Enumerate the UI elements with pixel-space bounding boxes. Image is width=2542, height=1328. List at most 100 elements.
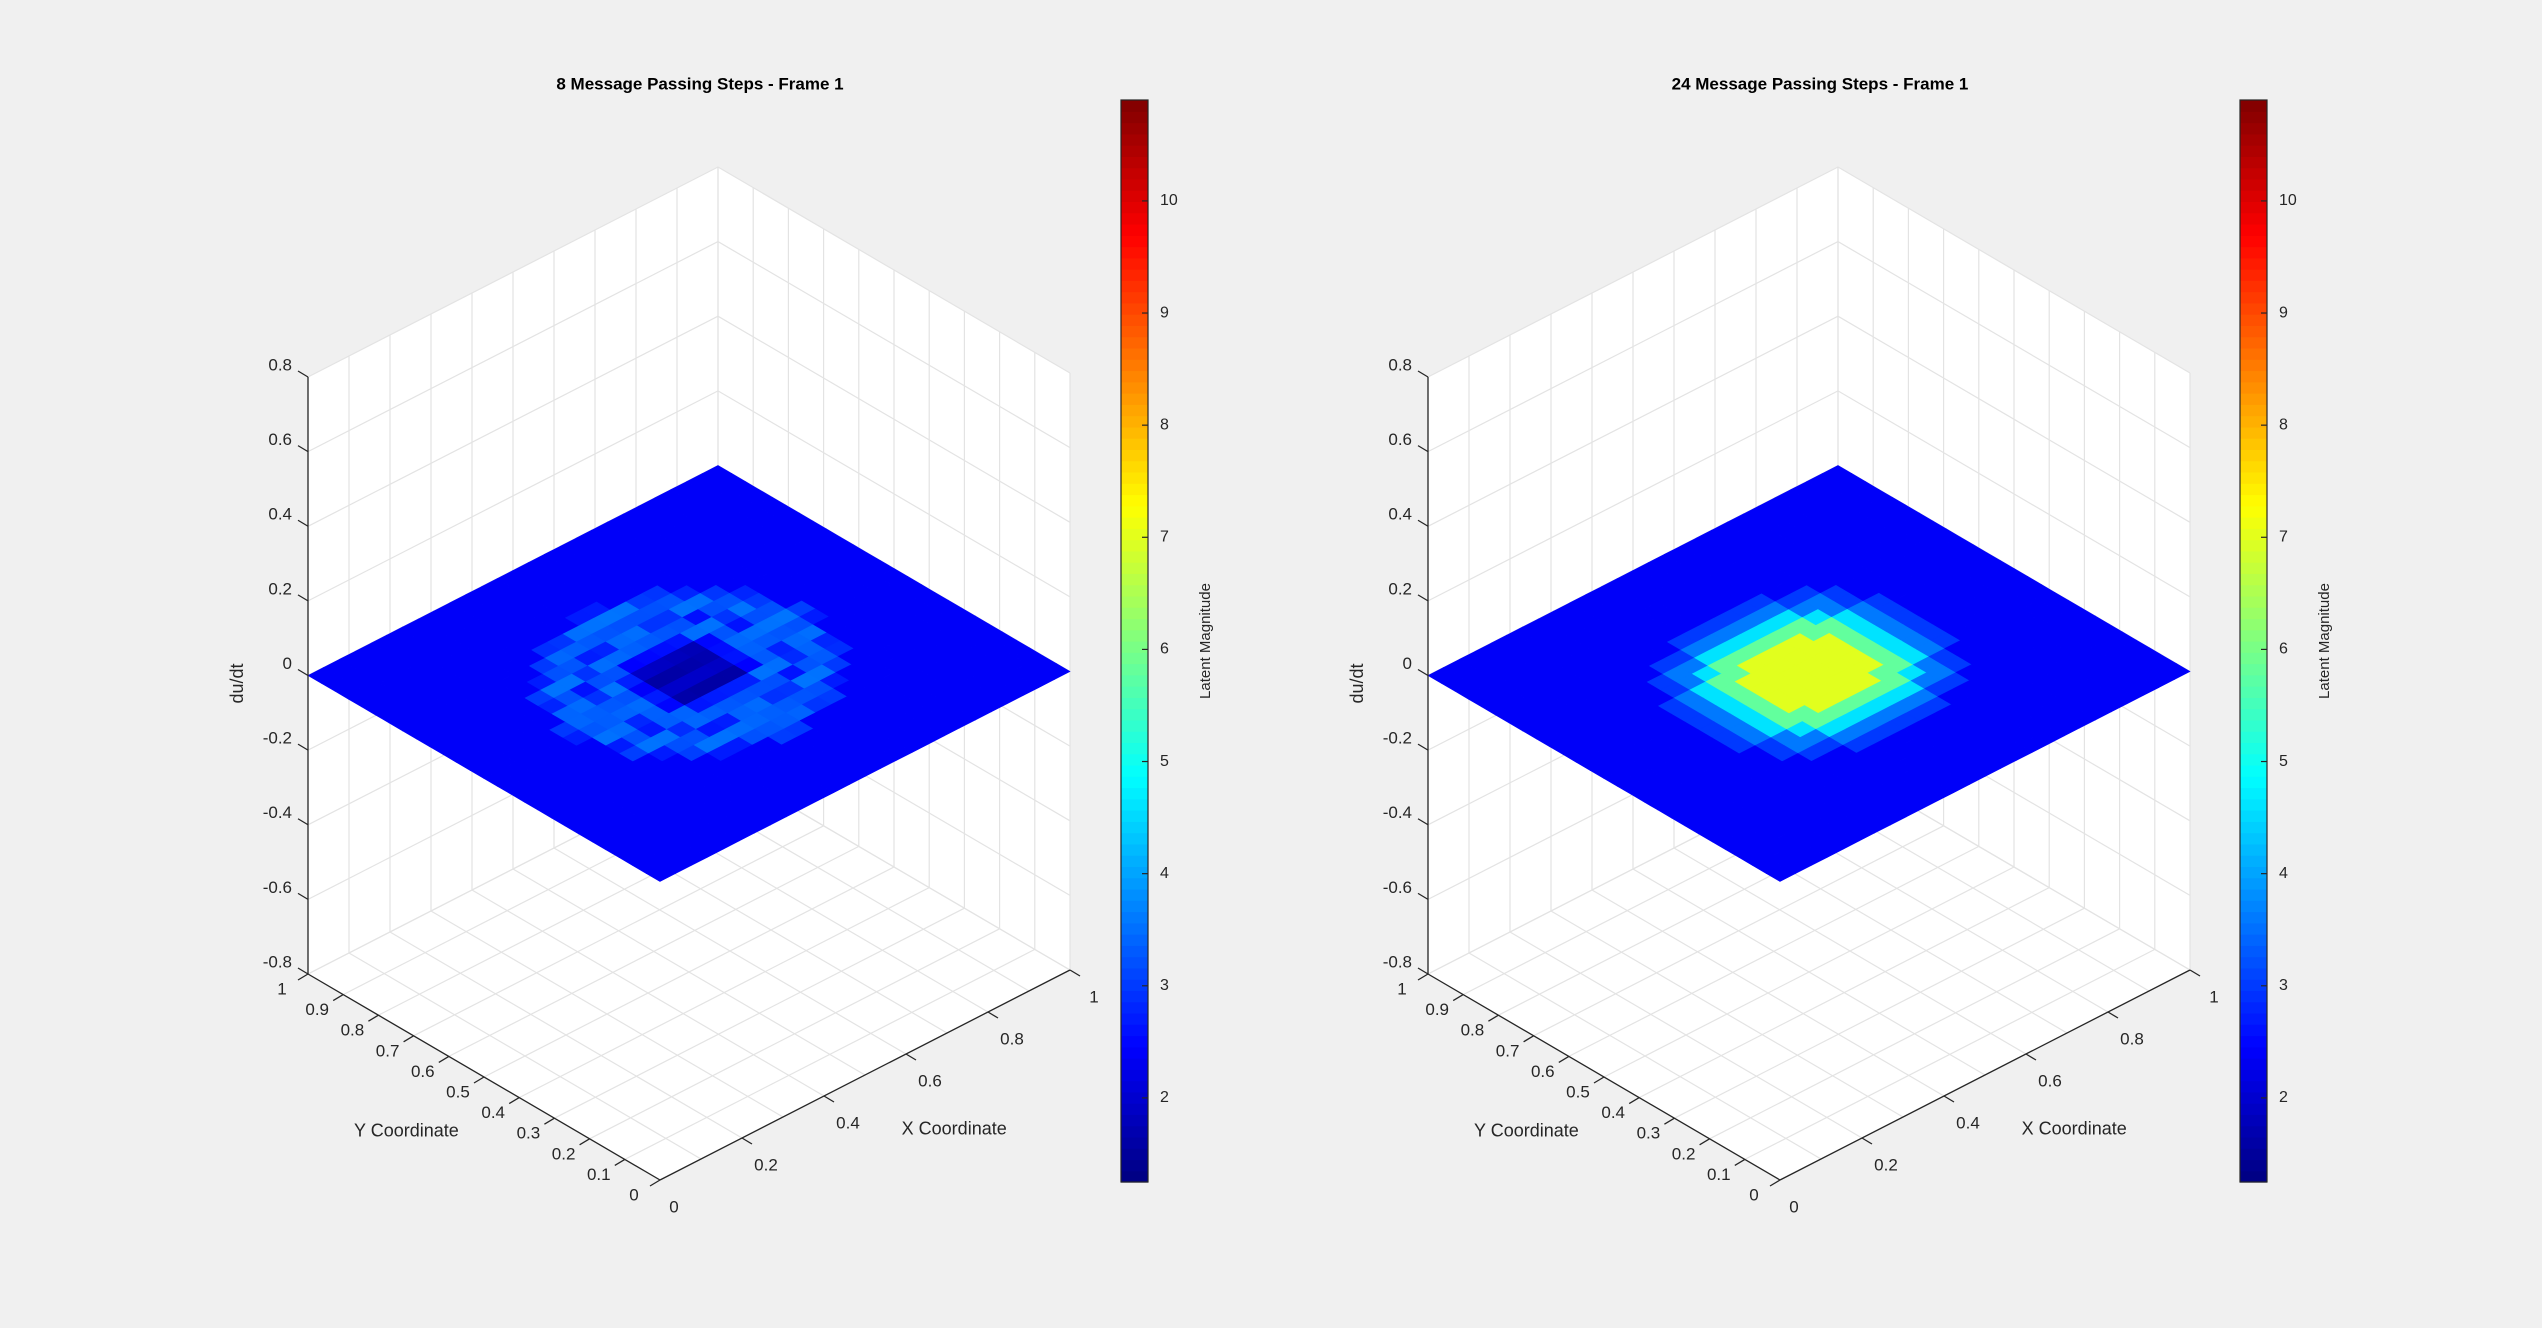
- colorbar-swatch: [1121, 663, 1148, 676]
- colorbar-swatch: [1121, 156, 1148, 169]
- colorbar-swatch: [1121, 426, 1148, 439]
- x-axis-label: X Coordinate: [2022, 1119, 2127, 1139]
- y-tick-mark: [649, 1179, 661, 1187]
- colorbar-swatch: [1121, 494, 1148, 507]
- z-tick-label: -0.4: [1383, 803, 1412, 822]
- colorbar-label: Latent Magnitude: [1197, 583, 1214, 699]
- y-tick-mark: [1734, 1158, 1746, 1166]
- y-tick-label: 0.1: [1707, 1165, 1731, 1184]
- colorbar-swatch: [1121, 235, 1148, 248]
- colorbar-swatch: [1121, 776, 1148, 789]
- colorbar-swatch: [2240, 832, 2267, 845]
- colorbar-swatch: [2240, 133, 2267, 146]
- x-tick-mark: [2107, 1011, 2119, 1019]
- colorbar-swatch: [1121, 1125, 1148, 1138]
- colorbar-swatch: [2240, 156, 2267, 169]
- colorbar-swatch: [1121, 336, 1148, 349]
- y-tick-label: 0.7: [1496, 1041, 1520, 1060]
- y-tick-mark: [1664, 1117, 1675, 1125]
- colorbar-swatch: [1121, 178, 1148, 191]
- colorbar-swatch: [1121, 979, 1148, 991]
- colorbar-swatch: [1121, 877, 1148, 890]
- y-tick-mark: [438, 1055, 450, 1063]
- colorbar-tick-label: 3: [2279, 977, 2288, 994]
- colorbar-swatch: [2240, 528, 2267, 541]
- colorbar-tick-label: 5: [2279, 753, 2288, 770]
- colorbar-swatch: [2240, 178, 2267, 191]
- grid-floor-y: [1603, 866, 2015, 1078]
- colorbar-swatch: [2240, 145, 2267, 157]
- x-tick-label: 0.8: [1000, 1029, 1024, 1048]
- x-tick-label: 1: [2209, 987, 2218, 1006]
- colorbar-swatch: [2240, 1159, 2267, 1172]
- z-tick-mark: [297, 370, 309, 378]
- colorbar-swatch: [1121, 483, 1148, 496]
- colorbar-swatch: [2240, 1080, 2267, 1093]
- y-tick-label: 1: [1397, 979, 1406, 998]
- colorbar-swatch: [2240, 641, 2267, 653]
- colorbar-swatch: [2240, 494, 2267, 507]
- colorbar-swatch: [2240, 911, 2267, 924]
- z-tick-label: 0.4: [268, 505, 292, 524]
- colorbar-swatch: [1121, 945, 1148, 958]
- colorbar-swatch: [2240, 776, 2267, 789]
- colorbar-swatch: [1121, 1148, 1148, 1161]
- colorbar-swatch: [1121, 1069, 1148, 1082]
- x-tick-label: 0.2: [754, 1155, 778, 1174]
- z-tick-label: -0.2: [1383, 729, 1412, 748]
- colorbar-swatch: [1121, 269, 1148, 281]
- colorbar-swatch: [1121, 100, 1148, 112]
- colorbar-tick-label: 2: [1160, 1089, 1169, 1106]
- grid-floor-y: [448, 845, 860, 1057]
- grid-z-level: [307, 315, 1071, 527]
- colorbar-swatch: [1121, 347, 1148, 360]
- colorbar-swatch: [2240, 393, 2267, 405]
- colorbar-swatch: [2240, 787, 2267, 800]
- colorbar-swatch: [2240, 539, 2267, 552]
- colorbar-swatch: [1121, 855, 1148, 868]
- colorbar-swatch: [2240, 1125, 2267, 1138]
- y-axis-label: Y Coordinate: [354, 1120, 459, 1140]
- colorbar-swatch: [1121, 810, 1148, 822]
- colorbar-swatch: [2240, 934, 2267, 946]
- colorbar-swatch: [2240, 663, 2267, 676]
- colorbar-swatch: [2240, 1035, 2267, 1048]
- z-tick-label: 0.2: [268, 579, 292, 598]
- colorbar-swatch: [1121, 381, 1148, 394]
- colorbar-swatch: [1121, 539, 1148, 552]
- colorbar-swatch: [1121, 798, 1148, 811]
- colorbar-swatch: [2240, 719, 2267, 732]
- colorbar-swatch: [2240, 900, 2267, 913]
- colorbar-swatch: [1121, 438, 1148, 450]
- y-tick-label: 0.2: [1672, 1144, 1696, 1163]
- colorbar: 2 3 4 5 6 7 8 9 10 Latent Magnitude: [1120, 99, 1214, 1183]
- colorbar-swatch: [1121, 764, 1148, 777]
- y-tick-label: 0.9: [1425, 1000, 1449, 1019]
- colorbar-swatch: [2240, 855, 2267, 868]
- y-tick-mark: [579, 1138, 590, 1146]
- colorbar-swatch: [2240, 1058, 2267, 1070]
- colorbar-swatch: [2240, 269, 2267, 281]
- y-tick-label: 0.1: [587, 1165, 611, 1184]
- grid-z-level: [307, 390, 1071, 602]
- z-tick-label: 0.6: [1388, 430, 1412, 449]
- colorbar-swatch: [1121, 1012, 1148, 1025]
- y-tick-mark: [1628, 1097, 1640, 1105]
- z-tick-mark: [1417, 594, 1429, 602]
- colorbar-swatch: [1121, 111, 1148, 124]
- chart-title: 24 Message Passing Steps - Frame 1: [1672, 74, 1969, 93]
- y-tick-mark: [1699, 1138, 1710, 1146]
- colorbar-swatch: [1121, 821, 1148, 834]
- colorbar-swatch: [2240, 810, 2267, 822]
- x-tick-mark: [1069, 969, 1081, 977]
- y-tick-mark: [1488, 1014, 1499, 1022]
- colorbar-swatch: [2240, 821, 2267, 834]
- colorbar-swatch: [2240, 967, 2267, 980]
- colorbar-swatch: [1121, 934, 1148, 946]
- y-tick-label: 0.8: [1461, 1021, 1485, 1040]
- colorbar-swatch: [1121, 1170, 1148, 1183]
- x-tick-label-origin: 0: [669, 1197, 678, 1216]
- colorbar-swatch: [2240, 483, 2267, 496]
- colorbar-swatch: [2240, 325, 2267, 338]
- colorbar-swatch: [1121, 1159, 1148, 1172]
